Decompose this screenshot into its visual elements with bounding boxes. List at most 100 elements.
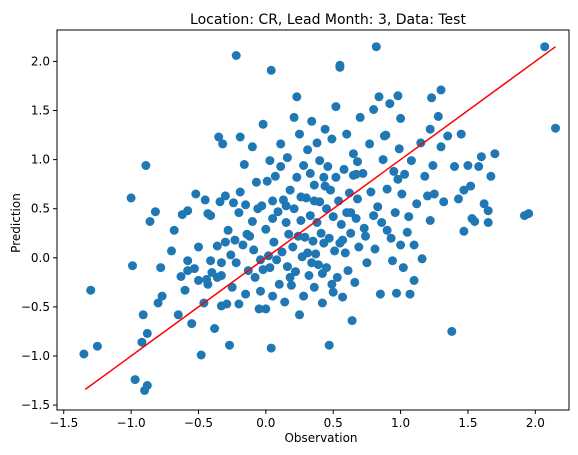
data-point-97 — [282, 153, 292, 163]
y-axis-ticks: −1.5 −1.0 −0.5 0.0 0.5 1.0 1.5 2.0 — [21, 54, 57, 412]
data-point-119 — [305, 211, 315, 221]
data-point-226 — [474, 162, 484, 171]
y-tick-label: −1.0 — [21, 349, 50, 363]
data-point-39 — [210, 324, 220, 333]
data-point-17 — [167, 246, 176, 256]
data-point-127 — [312, 218, 322, 227]
x-tick-label: 1.0 — [391, 416, 410, 430]
data-point-199 — [404, 212, 414, 222]
y-tick-label: 1.0 — [31, 153, 50, 167]
data-point-8 — [142, 381, 152, 390]
data-point-1 — [86, 285, 96, 295]
data-point-234 — [540, 42, 550, 52]
data-point-167 — [353, 194, 362, 204]
data-point-180 — [375, 289, 385, 299]
data-point-20 — [176, 272, 186, 281]
x-axis-ticks: −1.5 −1.0 −0.5 0.0 0.5 1.0 1.5 2.0 — [49, 410, 545, 430]
data-point-106 — [292, 172, 302, 182]
data-point-168 — [354, 242, 364, 252]
y-tick-label: 0.5 — [31, 202, 50, 216]
data-point-144 — [328, 212, 338, 222]
data-point-239 — [317, 269, 327, 278]
data-point-62 — [241, 200, 251, 210]
data-point-95 — [280, 297, 290, 307]
data-point-165 — [350, 277, 360, 287]
data-point-156 — [340, 248, 350, 258]
data-point-28 — [194, 275, 203, 285]
data-point-258 — [369, 211, 379, 221]
y-tick-label: −1.5 — [21, 398, 50, 412]
data-point-79 — [262, 176, 272, 186]
data-point-211 — [429, 189, 439, 199]
data-point-45 — [218, 139, 228, 149]
data-point-37 — [206, 256, 216, 266]
data-point-204 — [416, 138, 426, 148]
data-point-48 — [222, 299, 232, 309]
plot-area-frame — [56, 29, 570, 411]
data-point-91 — [274, 279, 284, 289]
data-point-15 — [156, 263, 166, 273]
y-tick-label: −0.5 — [21, 300, 50, 314]
data-point-249 — [216, 258, 226, 268]
data-point-114 — [299, 291, 309, 301]
data-point-145 — [330, 246, 340, 256]
data-point-207 — [423, 191, 432, 201]
data-point-27 — [191, 189, 201, 199]
data-point-124 — [309, 180, 319, 190]
data-point-126 — [312, 138, 322, 148]
data-point-147 — [331, 102, 341, 112]
data-point-54 — [230, 235, 240, 245]
data-point-100 — [285, 185, 295, 195]
data-point-182 — [378, 155, 388, 165]
data-point-148 — [332, 272, 342, 282]
data-point-81 — [265, 156, 275, 166]
data-point-98 — [282, 262, 292, 272]
data-point-170 — [358, 168, 368, 178]
data-point-36 — [206, 211, 216, 221]
data-point-233 — [524, 209, 534, 219]
data-point-252 — [361, 231, 370, 241]
data-point-174 — [366, 187, 376, 197]
data-point-196 — [398, 263, 408, 273]
data-point-238 — [427, 93, 437, 103]
data-point-262 — [386, 233, 396, 243]
data-point-186 — [385, 99, 395, 109]
data-point-231 — [490, 149, 500, 159]
data-point-110 — [295, 129, 304, 139]
data-point-55 — [231, 258, 241, 268]
x-tick-label: −0.5 — [184, 416, 213, 430]
data-point-101 — [286, 280, 296, 290]
data-point-32 — [200, 195, 210, 205]
data-point-176 — [370, 244, 380, 254]
data-point-223 — [466, 181, 476, 191]
data-point-172 — [362, 258, 372, 268]
data-point-68 — [249, 245, 259, 255]
data-point-0 — [79, 349, 89, 359]
data-point-257 — [328, 287, 338, 297]
data-point-247 — [393, 174, 403, 184]
data-point-237 — [459, 185, 469, 195]
data-point-244 — [303, 248, 313, 258]
data-point-57 — [234, 208, 244, 218]
data-point-82 — [265, 263, 275, 273]
data-point-189 — [390, 208, 400, 218]
data-point-41 — [214, 132, 224, 142]
data-point-184 — [382, 225, 392, 235]
data-point-22 — [180, 285, 190, 295]
data-point-202 — [409, 240, 419, 250]
data-point-74 — [257, 201, 267, 211]
data-point-178 — [373, 202, 383, 212]
data-point-56 — [231, 51, 241, 60]
data-point-78 — [261, 304, 271, 314]
data-point-173 — [365, 139, 375, 149]
data-point-140 — [324, 340, 334, 350]
x-tick-label: −1.0 — [117, 416, 146, 430]
data-point-30 — [196, 350, 206, 360]
data-point-18 — [169, 225, 179, 235]
data-point-135 — [320, 124, 330, 134]
data-point-50 — [225, 340, 234, 350]
data-point-161 — [346, 228, 356, 238]
data-point-103 — [289, 112, 299, 122]
data-point-158 — [342, 129, 352, 139]
